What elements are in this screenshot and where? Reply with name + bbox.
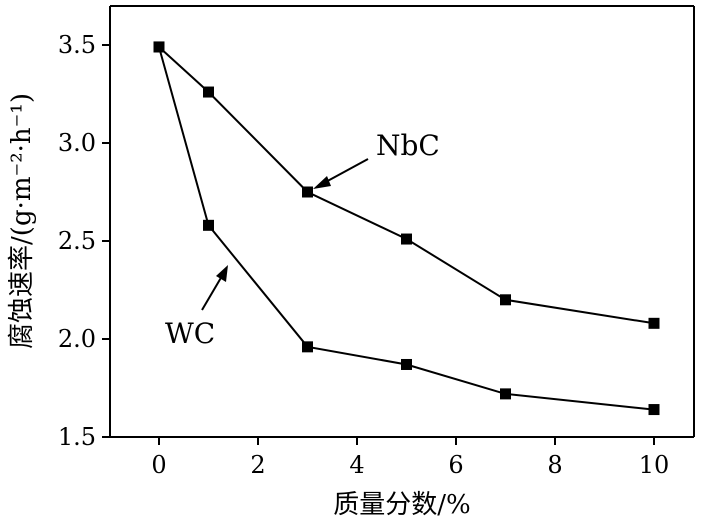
- data-point-nbc: [302, 186, 313, 198]
- plot-area: [109, 5, 695, 438]
- x-ticks: 0 2 4 6 8 10: [151, 437, 669, 479]
- annotation-wc-arrowhead: [216, 265, 228, 282]
- annotation-nbc-label: NbC: [376, 129, 440, 162]
- y-tick-label: 3.5: [58, 31, 96, 59]
- y-ticks: 1.5 2.0 2.5 3.0 3.5: [58, 31, 110, 451]
- data-point-wc: [302, 341, 313, 353]
- x-tick-label: 6: [448, 451, 463, 479]
- y-tick-label: 3.0: [58, 129, 96, 157]
- data-point-nbc: [648, 317, 660, 329]
- data-point-wc: [203, 219, 214, 231]
- annotation-nbc-arrow: [321, 158, 369, 185]
- data-point-nbc: [203, 86, 214, 98]
- y-tick-label: 1.5: [58, 423, 96, 451]
- x-tick-label: 10: [639, 451, 670, 479]
- data-point-wc: [153, 41, 165, 53]
- data-point-wc: [500, 388, 511, 400]
- y-axis-title: 腐蚀速率/(g·m⁻²·h⁻¹): [7, 93, 37, 349]
- data-point-wc: [401, 358, 412, 370]
- data-point-wc: [648, 404, 660, 416]
- y-tick-label: 2.5: [58, 227, 96, 255]
- x-tick-label: 8: [547, 451, 562, 479]
- series-line-wc: [158, 46, 655, 411]
- x-tick-label: 4: [349, 451, 364, 479]
- annotation-wc-arrow: [201, 275, 223, 311]
- x-axis-title: 质量分数/%: [333, 490, 470, 520]
- y-tick-label: 2.0: [58, 325, 96, 353]
- annotation-wc-label: WC: [165, 317, 215, 350]
- series-line-nbc: [158, 46, 655, 325]
- x-tick-label: 0: [151, 451, 166, 479]
- x-tick-label: 2: [250, 451, 265, 479]
- annotations: NbC WC: [165, 129, 440, 350]
- data-point-nbc: [500, 294, 511, 306]
- series-layer: [153, 41, 660, 416]
- annotation-nbc-arrowhead: [313, 176, 331, 189]
- data-point-nbc: [401, 233, 412, 245]
